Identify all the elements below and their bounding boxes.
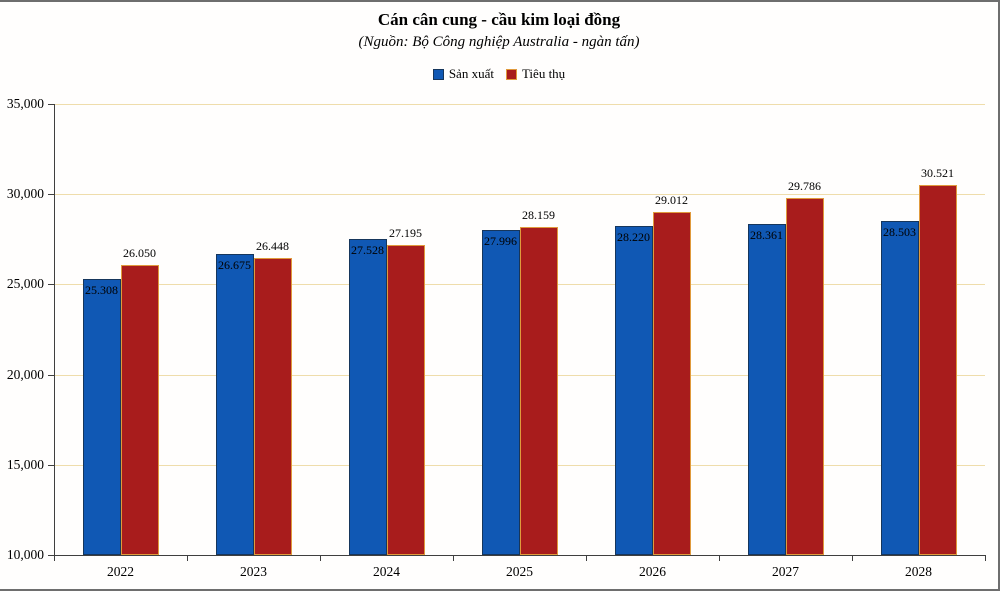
y-axis-label: 15,000 <box>6 456 44 472</box>
y-axis-label: 10,000 <box>6 547 44 562</box>
bar-label-tieu-thu-2025: 28.159 <box>522 208 555 223</box>
bar-label-san-xuat-2022: 25.308 <box>85 282 118 297</box>
legend-item-tieu-thu: Tiêu thụ <box>505 66 566 82</box>
bar-san-xuat-2028 <box>880 221 919 555</box>
x-axis-tick <box>852 555 853 561</box>
y-axis-label: 35,000 <box>6 96 44 111</box>
y-axis-label: 30,000 <box>6 186 44 202</box>
bar-tieu-thu-2023 <box>253 258 292 555</box>
bar-label-tieu-thu-2022: 26.050 <box>123 246 156 261</box>
y-axis-line <box>54 104 55 555</box>
x-axis-line <box>54 555 986 556</box>
legend-label: Sản xuất <box>448 66 494 81</box>
chart-subtitle: (Nguồn: Bộ Công nghiệp Australia - ngàn … <box>358 34 640 50</box>
y-axis-tick <box>48 555 54 556</box>
legend-swatch-icon <box>432 68 444 80</box>
legend-swatch-icon <box>505 68 517 80</box>
bar-tieu-thu-2022 <box>120 265 159 555</box>
chart-title: Cán cân cung - cầu kim loại đồng <box>377 10 621 29</box>
bar-tieu-thu-2028 <box>918 184 957 555</box>
bar-label-tieu-thu-2028: 30.521 <box>921 165 954 180</box>
x-axis-tick <box>719 555 720 561</box>
y-axis-tick <box>48 374 54 376</box>
y-axis-tick <box>48 104 54 105</box>
bar-label-san-xuat-2024: 27.528 <box>351 242 384 257</box>
bar-tieu-thu-2024 <box>386 244 425 555</box>
x-axis-tick <box>54 555 55 561</box>
bar-label-san-xuat-2027: 28.361 <box>750 227 783 242</box>
bar-label-san-xuat-2025: 27.996 <box>484 234 517 249</box>
legend: Sản xuất Tiêu thụ <box>0 66 998 82</box>
bar-label-tieu-thu-2023: 26.448 <box>256 239 289 254</box>
bar-label-san-xuat-2023: 26.675 <box>218 258 251 273</box>
bar-san-xuat-2024 <box>348 238 387 555</box>
x-axis-label-2028: 2028 <box>905 564 932 579</box>
bar-tieu-thu-2026 <box>652 212 691 555</box>
bar-san-xuat-2022 <box>82 278 121 555</box>
x-axis-label-2027: 2027 <box>772 564 799 579</box>
y-axis-label: 25,000 <box>6 276 44 292</box>
legend-label: Tiêu thụ <box>521 66 566 81</box>
bar-tieu-thu-2027 <box>785 198 824 555</box>
y-axis-tick <box>48 464 54 466</box>
x-axis-tick <box>320 555 321 561</box>
bar-tieu-thu-2025 <box>519 227 558 555</box>
bar-san-xuat-2026 <box>614 226 653 555</box>
x-axis-label-2026: 2026 <box>639 564 666 579</box>
x-axis-label-2023: 2023 <box>240 564 267 579</box>
bar-label-tieu-thu-2026: 29.012 <box>655 193 688 208</box>
y-axis-tick <box>48 284 54 286</box>
bar-san-xuat-2025 <box>481 230 520 555</box>
x-axis-label-2025: 2025 <box>506 564 533 579</box>
bar-san-xuat-2027 <box>747 223 786 555</box>
x-axis-tick <box>187 555 188 561</box>
x-axis-tick <box>453 555 454 561</box>
bar-label-tieu-thu-2024: 27.195 <box>389 225 422 240</box>
gridline <box>54 104 985 105</box>
x-axis-label-2022: 2022 <box>107 564 134 579</box>
bar-label-san-xuat-2026: 28.220 <box>617 230 650 245</box>
y-axis-tick <box>48 194 54 196</box>
x-axis-tick <box>586 555 587 561</box>
bar-label-tieu-thu-2027: 29.786 <box>788 179 821 194</box>
x-axis-tick <box>985 555 986 561</box>
bar-label-san-xuat-2028: 28.503 <box>883 225 916 240</box>
legend-item-san-xuat: Sản xuất <box>432 66 494 82</box>
x-axis-label-2024: 2024 <box>373 564 400 579</box>
y-axis-label: 20,000 <box>6 366 44 382</box>
gridline <box>54 194 985 196</box>
bar-san-xuat-2023 <box>215 254 254 555</box>
